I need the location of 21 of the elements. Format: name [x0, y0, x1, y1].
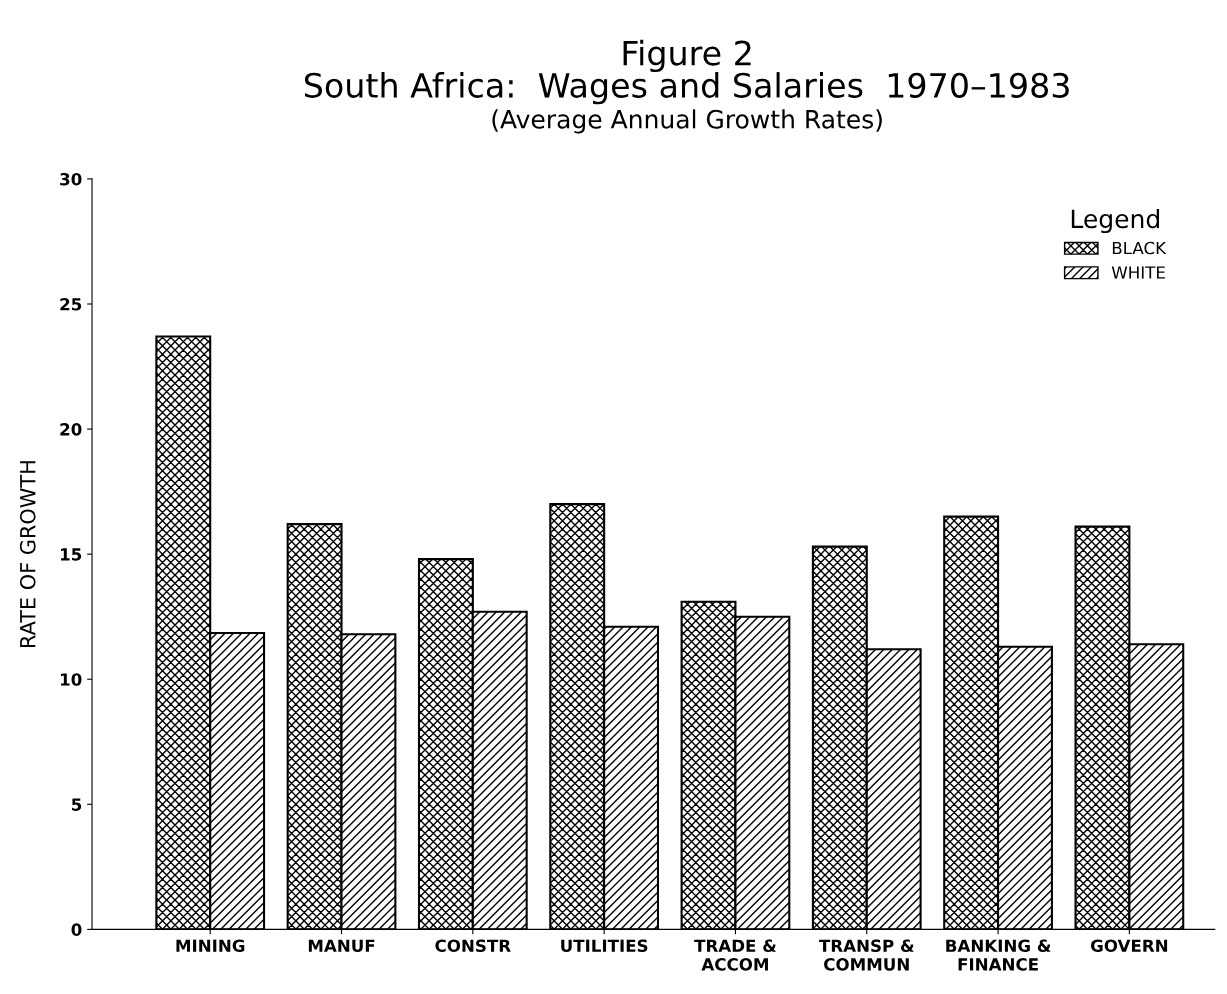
x-tick-label: MINING — [176, 939, 245, 953]
y-tick-label: 15 — [60, 548, 82, 561]
chart-subtitle: (Average Annual Growth Rates) — [492, 109, 882, 134]
y-tick-label: 25 — [60, 297, 82, 311]
x-tick-label: GOVERN — [1090, 939, 1168, 953]
y-tick-label: 20 — [60, 423, 82, 436]
legend-label: BLACK — [1112, 241, 1167, 255]
y-axis-title: RATE OF GROWTH — [19, 461, 36, 648]
legend-label: WHITE — [1111, 266, 1165, 279]
y-tick-label: 10 — [60, 673, 82, 686]
x-tick-label: CONSTR — [435, 939, 511, 953]
y-tick-label: 30 — [60, 172, 82, 186]
x-tick-label: BANKING & FINANCE — [946, 939, 1051, 971]
legend-title: Legend — [1071, 208, 1159, 234]
x-tick-label: MANUF — [308, 939, 375, 953]
x-tick-label: UTILITIES — [561, 939, 648, 953]
x-tick-label: TRADE & ACCOM — [694, 939, 777, 971]
chart-title: Figure 2 South Africa: Wages and Salaries 1970–1983 — [304, 39, 1069, 105]
y-tick-label: 0 — [71, 923, 82, 936]
y-tick-label: 5 — [71, 798, 82, 811]
x-tick-label: TRANSP & COMMUN — [819, 939, 914, 971]
